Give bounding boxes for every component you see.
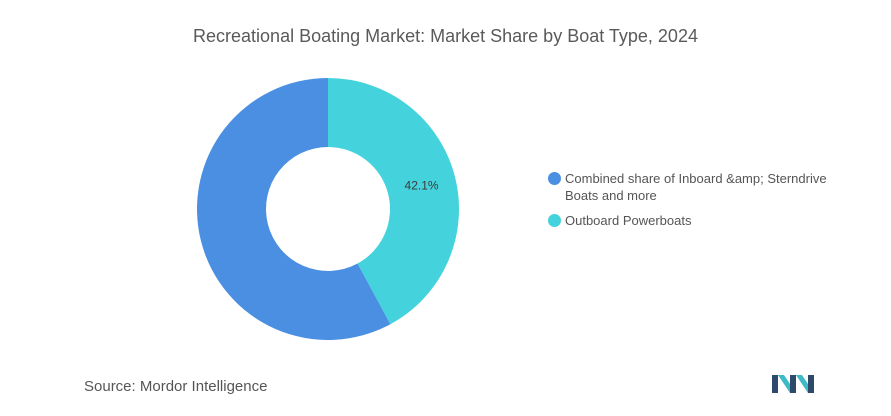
source-label: Source: bbox=[84, 378, 136, 395]
source-note: Source: Mordor Intelligence bbox=[84, 378, 267, 395]
source-value: Mordor Intelligence bbox=[139, 378, 268, 395]
legend-swatch-inboard-sterndrive bbox=[548, 172, 561, 185]
legend-label-inboard-sterndrive: Combined share of Inboard &amp; Sterndri… bbox=[565, 171, 827, 203]
legend-label-outboard-powerboats: Outboard Powerboats bbox=[565, 213, 692, 228]
legend-swatch-outboard-powerboats bbox=[548, 214, 561, 227]
slice-outboard-powerboats[interactable] bbox=[328, 78, 459, 325]
chart-title: Recreational Boating Market: Market Shar… bbox=[193, 26, 698, 46]
data-label-outboard-powerboats: 42.1% bbox=[405, 178, 439, 192]
slice-inboard-sterndrive[interactable] bbox=[197, 78, 391, 340]
legend-item-inboard-sterndrive[interactable]: Combined share of Inboard &amp; Sterndri… bbox=[548, 170, 848, 204]
legend-item-outboard-powerboats[interactable]: Outboard Powerboats bbox=[548, 212, 848, 229]
donut-chart: 42.1% bbox=[197, 78, 459, 340]
chart-legend: Combined share of Inboard &amp; Sterndri… bbox=[548, 170, 848, 237]
mordor-intelligence-logo-icon bbox=[772, 375, 814, 393]
